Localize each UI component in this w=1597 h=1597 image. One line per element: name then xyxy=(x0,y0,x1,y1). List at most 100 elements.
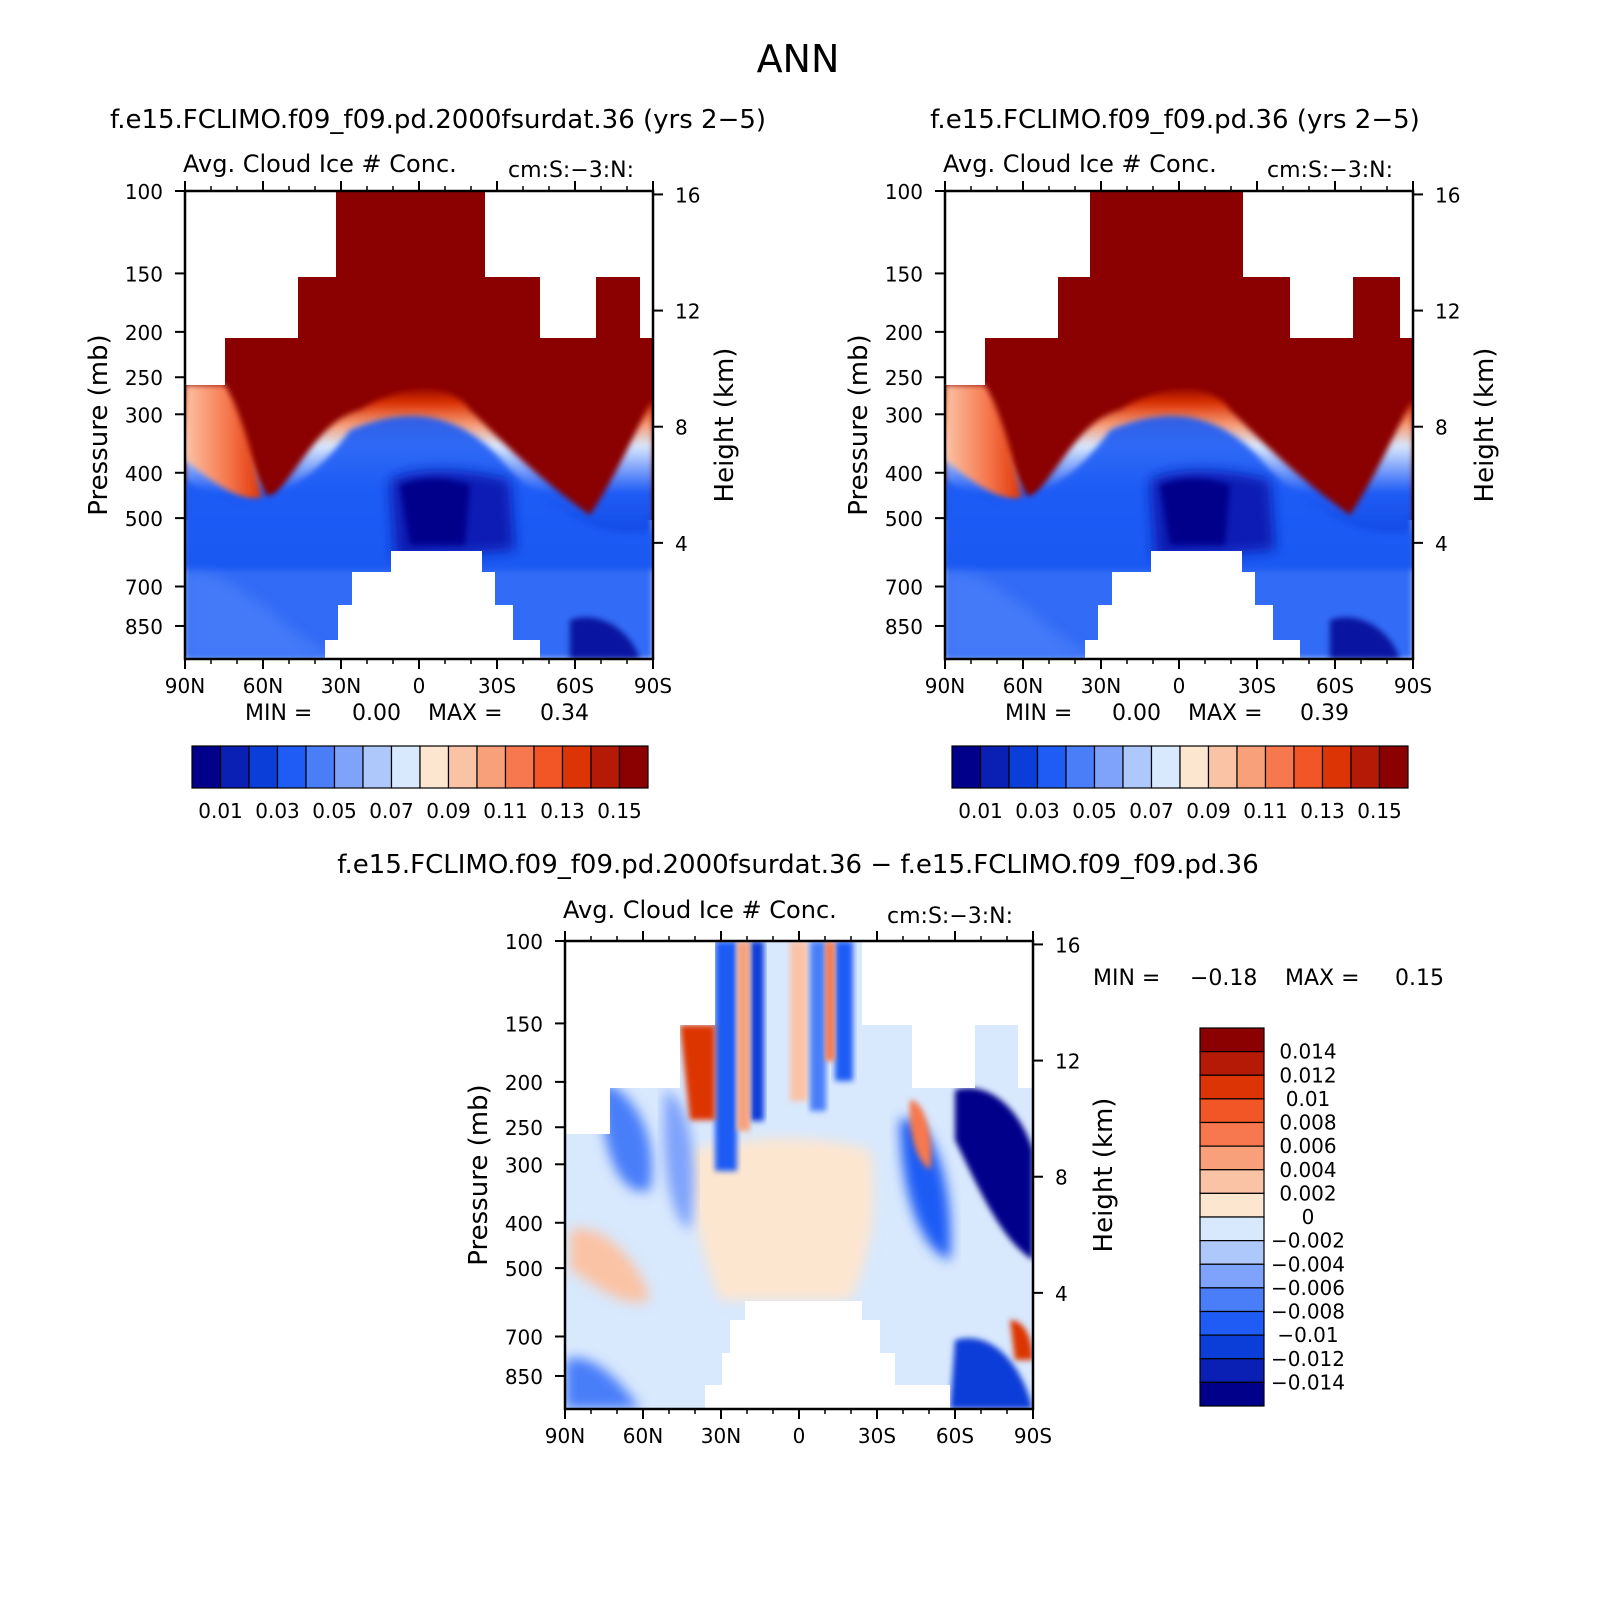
min-value: 0.00 xyxy=(1112,701,1161,726)
y-axis-title: Pressure (mb) xyxy=(844,334,874,515)
mask-top xyxy=(565,941,715,1134)
colorbar-label: 0.05 xyxy=(312,799,357,823)
mask-top xyxy=(185,191,336,385)
colorbar-label: 0.03 xyxy=(1015,799,1060,823)
x-tick-label: 0 xyxy=(1173,674,1186,698)
field-sh-deep xyxy=(570,617,640,659)
mask-surface xyxy=(1085,551,1300,659)
colorbar-box xyxy=(476,745,507,789)
colorbar-box xyxy=(1199,1051,1265,1076)
y-tick-label: 500 xyxy=(505,1257,543,1281)
colorbar-label: 0.07 xyxy=(1129,799,1174,823)
colorbar-label: 0.07 xyxy=(369,799,414,823)
colorbar-box xyxy=(1179,745,1210,789)
y-tick-label: 150 xyxy=(125,262,163,286)
height-tick-label: 8 xyxy=(1055,1166,1068,1190)
field-low-left xyxy=(565,1358,640,1409)
colorbar-box xyxy=(1036,745,1067,789)
x-tick-label: 60S xyxy=(936,1424,974,1448)
field-column-blue-1 xyxy=(715,941,737,1171)
colorbar-box xyxy=(1199,1098,1265,1124)
colorbar xyxy=(191,745,649,789)
y-tick-label: 200 xyxy=(505,1071,543,1095)
field-sh-blue xyxy=(900,1119,951,1260)
y-tick-label: 100 xyxy=(885,180,923,204)
colorbar-box xyxy=(951,745,982,789)
field-red-strip-left xyxy=(680,1025,715,1120)
colorbar-box xyxy=(333,745,364,789)
colorbar-label: 0.006 xyxy=(1279,1134,1336,1158)
x-tick-label: 60N xyxy=(243,674,283,698)
y-tick-label: 400 xyxy=(885,462,923,486)
field-sh-red xyxy=(909,1100,932,1170)
y-tick-label: 300 xyxy=(125,403,163,427)
max-value: 0.15 xyxy=(1395,966,1444,991)
x-tick-label: 90S xyxy=(1014,1424,1052,1448)
field-deep-core2 xyxy=(1160,478,1230,545)
x-tick-labels: 90N 60N 30N 0 30S 60S 90S xyxy=(545,1424,1052,1448)
contour-field xyxy=(565,941,1033,1409)
axis-ticks xyxy=(935,181,1423,669)
panel-right: f.e15.FCLIMO.f09_f09.pd.36 (yrs 2−5) Avg… xyxy=(844,105,1500,823)
y-axis-right-title: Height (km) xyxy=(710,348,740,503)
y-tick-label: 250 xyxy=(125,366,163,390)
colorbar-box xyxy=(1293,745,1324,789)
x-tick-label: 60N xyxy=(623,1424,663,1448)
panel-title: f.e15.FCLIMO.f09_f09.pd.36 (yrs 2−5) xyxy=(930,105,1420,135)
colorbar-box xyxy=(1350,745,1381,789)
colorbar-box xyxy=(1008,745,1039,789)
field-left-pos xyxy=(570,1228,650,1303)
y-tick-label: 850 xyxy=(505,1365,543,1389)
colorbar-box xyxy=(1122,745,1153,789)
colorbar-box xyxy=(1199,1169,1265,1194)
field-deep-core2 xyxy=(400,478,470,545)
x-tick-label: 30S xyxy=(1238,674,1276,698)
colorbar-label: 0.11 xyxy=(483,799,528,823)
height-tick-label: 12 xyxy=(675,300,700,324)
units-label: cm:S:−3:N: xyxy=(1267,158,1393,183)
max-label: MAX = xyxy=(1188,701,1263,726)
colorbar-label: 0.012 xyxy=(1279,1063,1336,1087)
min-label: MIN = xyxy=(1005,701,1072,726)
colorbar-box xyxy=(419,745,450,789)
colorbar-labels: 0.01 0.03 0.05 0.07 0.09 0.11 0.13 0.15 xyxy=(198,799,642,823)
field-column-red-3 xyxy=(825,941,835,1061)
colorbar-label: −0.002 xyxy=(1271,1229,1345,1253)
colorbar-label: 0.002 xyxy=(1279,1181,1336,1205)
colorbar-box xyxy=(1150,745,1181,789)
colorbar-box xyxy=(1199,1074,1265,1100)
field-sh-deep xyxy=(1330,617,1400,659)
max-value: 0.39 xyxy=(1300,701,1349,726)
colorbar-box xyxy=(1199,1216,1265,1242)
axis-ticks xyxy=(555,931,1043,1419)
min-value: −0.18 xyxy=(1190,966,1257,991)
y-axis-title: Pressure (mb) xyxy=(84,334,114,515)
colorbar-box xyxy=(1264,745,1295,789)
contour-field xyxy=(945,191,1413,659)
x-tick-label: 90N xyxy=(545,1424,585,1448)
colorbar-label: 0.01 xyxy=(1286,1087,1331,1111)
y-axis-title: Pressure (mb) xyxy=(464,1084,494,1265)
x-tick-label: 60S xyxy=(1316,674,1354,698)
colorbar-label: 0.004 xyxy=(1279,1158,1336,1182)
y-tick-label: 850 xyxy=(125,615,163,639)
x-tick-label: 30N xyxy=(321,674,361,698)
colorbar-labels: 0.01 0.03 0.05 0.07 0.09 0.11 0.13 0.15 xyxy=(958,799,1402,823)
colorbar-label: 0.05 xyxy=(1072,799,1117,823)
height-tick-labels: 16 12 8 4 xyxy=(675,183,700,555)
colorbar-label: −0.006 xyxy=(1271,1276,1345,1300)
y-tick-label: 400 xyxy=(505,1212,543,1236)
units-label: cm:S:−3:N: xyxy=(508,158,634,183)
colorbar-label: 0.01 xyxy=(958,799,1003,823)
contour-field xyxy=(185,191,653,659)
panel-difference: Avg. Cloud Ice # Conc. cm:S:−3:N: xyxy=(464,896,1444,1448)
field-sh-deep xyxy=(955,1088,1033,1260)
y-tick-label: 200 xyxy=(885,321,923,345)
colorbar-box xyxy=(561,745,592,789)
colorbar-label: 0.15 xyxy=(597,799,642,823)
colorbar-box xyxy=(1065,745,1096,789)
colorbar-box xyxy=(1199,1381,1265,1407)
x-tick-labels: 90N 60N 30N 0 30S 60S 90S xyxy=(165,674,672,698)
height-tick-label: 16 xyxy=(1055,933,1080,957)
colorbar-label: −0.012 xyxy=(1271,1347,1345,1371)
